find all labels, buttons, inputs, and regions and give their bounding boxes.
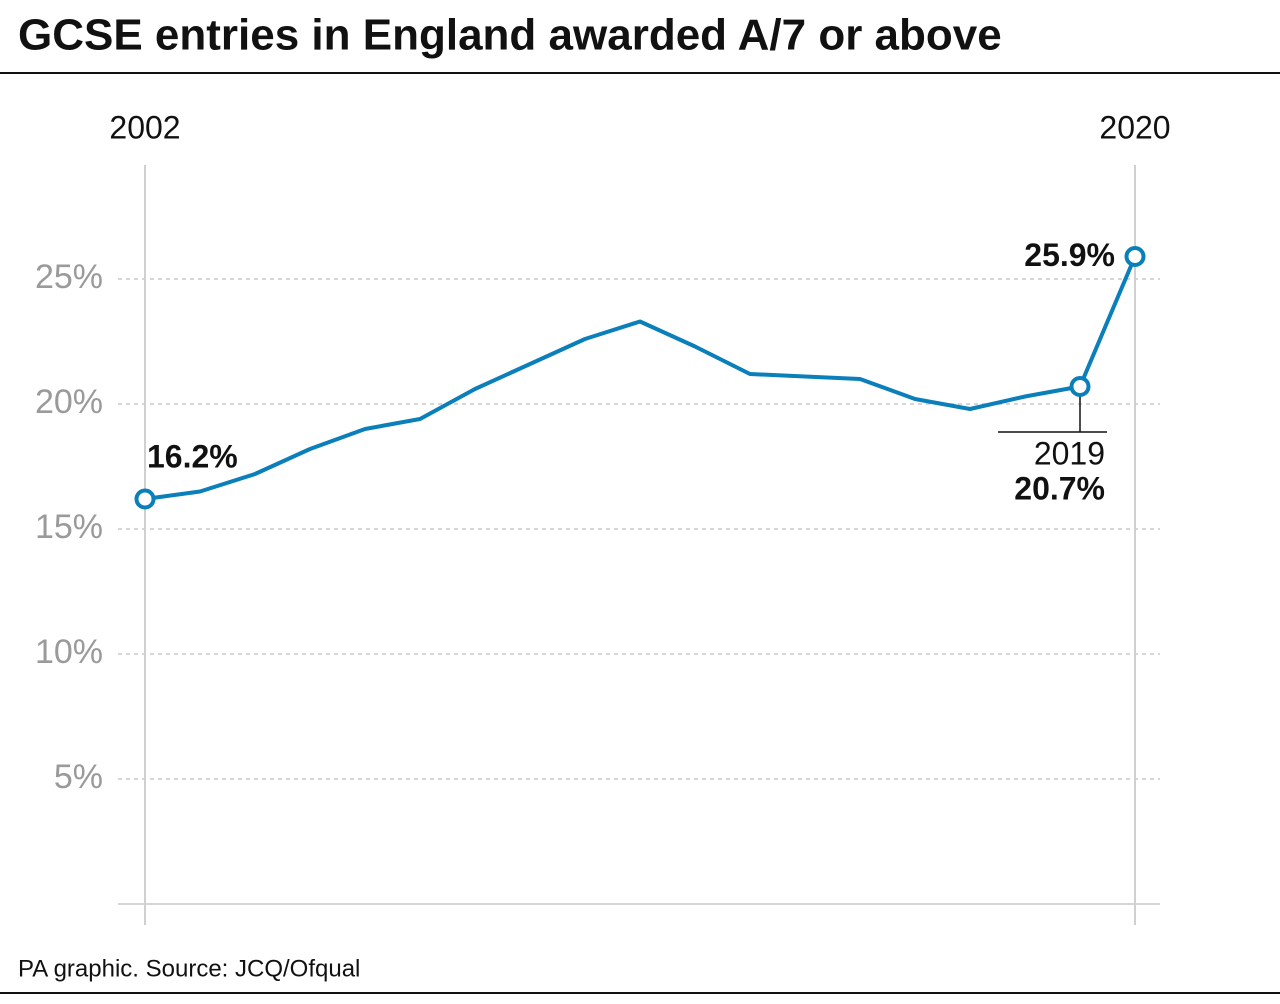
x-tick-label: 2002 xyxy=(109,109,180,145)
source: PA graphic. Source: JCQ/Ofqual xyxy=(18,955,360,982)
data-line xyxy=(144,255,1137,501)
x-tick-label: 2020 xyxy=(1099,109,1170,145)
data-label: 20.7% xyxy=(1014,470,1105,506)
y-tick-label: 5% xyxy=(54,758,103,796)
data-label: 16.2% xyxy=(147,438,238,474)
y-tick-label: 25% xyxy=(35,258,103,296)
y-tick-label: 20% xyxy=(35,383,103,421)
annotation: 2019 xyxy=(1034,435,1105,471)
point-marker xyxy=(1069,376,1091,397)
y-tick-label: 10% xyxy=(35,633,103,671)
point-marker xyxy=(134,488,156,510)
chart-title: GCSE entries in England awarded A/7 or a… xyxy=(18,11,1002,60)
data-label: 25.9% xyxy=(1024,237,1115,273)
y-tick-label: 15% xyxy=(35,508,103,546)
point-marker xyxy=(1124,246,1146,267)
